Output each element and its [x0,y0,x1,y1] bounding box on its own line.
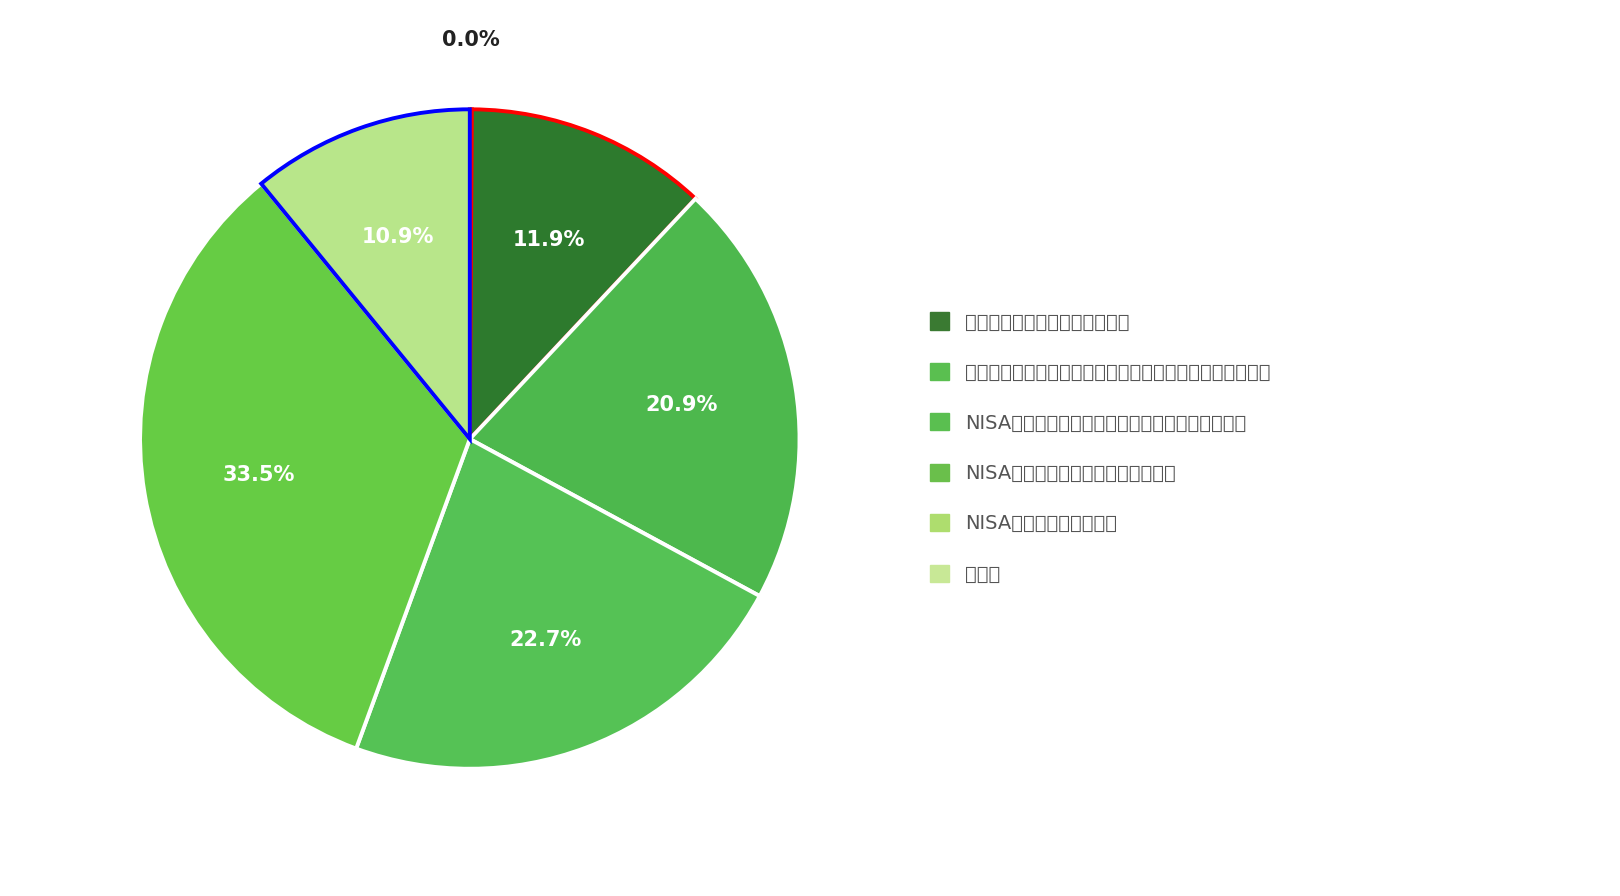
Text: 10.9%: 10.9% [361,228,434,247]
Wedge shape [261,109,470,439]
Wedge shape [356,439,760,769]
Text: 11.9%: 11.9% [514,230,585,250]
Wedge shape [139,184,470,748]
Wedge shape [470,109,695,439]
Text: 20.9%: 20.9% [645,395,718,415]
Text: 22.7%: 22.7% [509,630,582,650]
Text: 33.5%: 33.5% [222,464,295,485]
Text: 0.0%: 0.0% [442,30,501,50]
Legend: 新しい制度内容まで知っている, 新しい制度ができることは知っているが、内容は知らない, NISAは知っているが、新制度については知らない, NISAの名前を聞い: 新しい制度内容まで知っている, 新しい制度ができることは知っているが、内容は知ら… [920,303,1280,593]
Wedge shape [470,199,800,596]
Wedge shape [470,109,471,439]
